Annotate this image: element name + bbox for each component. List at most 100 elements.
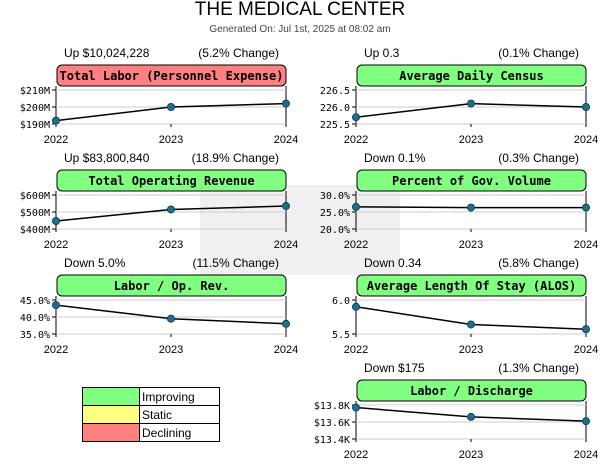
y-tick-label: $600M: [20, 191, 50, 202]
summary-change-text: Down $175: [364, 361, 425, 375]
chart-header-box: [356, 64, 587, 87]
generated-timestamp: Generated On: Jul 1st, 2025 at 08:02 am: [209, 24, 391, 35]
legend-label-static: Static: [139, 405, 220, 424]
chart-title: Labor / Op. Rev.: [114, 279, 230, 293]
chart-header-box: [56, 169, 287, 192]
y-tick-label: 35.0%: [20, 330, 50, 341]
y-tick-label: $13.8K: [314, 401, 350, 412]
data-point: [581, 325, 590, 334]
x-tick-label: 2022: [344, 239, 368, 251]
chart-header-box: [356, 169, 587, 192]
chart-title: Average Daily Census: [399, 69, 544, 83]
data-point: [466, 320, 475, 329]
chart-header-box: [356, 379, 587, 402]
data-point: [352, 403, 361, 412]
data-point: [352, 302, 361, 311]
x-tick-label: 2022: [344, 134, 368, 146]
data-point: [281, 319, 290, 328]
x-tick-label: 2022: [44, 239, 68, 251]
legend: Improving Static Declining: [82, 387, 220, 442]
x-tick-label: 2023: [459, 344, 483, 356]
y-tick-label: 25.0%: [320, 208, 350, 219]
data-point: [581, 203, 590, 212]
legend-row-static: Static: [82, 405, 220, 424]
chart-header-box: [356, 274, 587, 297]
chart-panel-3: Up $83,800,840 (18.9% Change) Total Operat…: [20, 151, 298, 251]
legend-swatch-declining: [82, 423, 140, 442]
y-tick-label: 30.0%: [320, 191, 350, 202]
summary-percent-text: (18.9% Change): [192, 151, 279, 165]
summary-change-text: Up $10,024,228: [64, 46, 150, 60]
chart-panel-2: Up 0.3 (0.1% Change) Average Daily Census 2…: [320, 46, 598, 146]
y-tick-label: $13.4K: [314, 435, 350, 446]
x-tick-label: 2024: [574, 134, 598, 146]
x-tick-label: 2023: [159, 239, 183, 251]
data-point: [166, 205, 175, 214]
data-point: [166, 314, 175, 323]
summary-change-text: Up $83,800,840: [64, 151, 150, 165]
x-tick-label: 2023: [459, 134, 483, 146]
data-point: [466, 412, 475, 421]
data-point: [352, 113, 361, 122]
summary-percent-text: (5.2% Change): [198, 46, 279, 60]
legend-label-improving: Improving: [139, 387, 220, 406]
x-tick-label: 2023: [159, 134, 183, 146]
y-tick-label: $190M: [20, 120, 50, 131]
watermark-logo-icon: [200, 185, 400, 275]
chart-title: Total Labor (Personnel Expense): [60, 69, 284, 83]
data-point: [581, 103, 590, 112]
legend-row-declining: Declining: [82, 423, 220, 442]
legend-swatch-static: [82, 405, 140, 424]
summary-change-text: Down 5.0%: [64, 256, 126, 270]
data-point: [466, 203, 475, 212]
chart-panel-1: Up $10,024,228 (5.2% Change) Total Labor (…: [20, 46, 298, 146]
data-point: [581, 417, 590, 426]
chart-header-box: [56, 64, 287, 87]
x-tick-label: 2023: [459, 449, 483, 461]
data-point: [466, 99, 475, 108]
data-point: [281, 202, 290, 211]
chart-title: Average Length Of Stay (ALOS): [367, 279, 577, 293]
legend-swatch-improving: [82, 387, 140, 406]
summary-percent-text: (11.5% Change): [193, 256, 280, 270]
y-tick-label: 20.0%: [320, 225, 350, 236]
y-tick-label: 226.5: [320, 86, 350, 97]
data-point: [52, 116, 61, 125]
x-tick-label: 2022: [344, 344, 368, 356]
page-title: THE MEDICAL CENTER: [194, 0, 406, 20]
y-tick-label: 40.0%: [20, 313, 50, 324]
y-tick-label: $210M: [20, 86, 50, 97]
data-point: [281, 99, 290, 108]
chart-title: Labor / Discharge: [410, 384, 533, 398]
x-tick-label: 2024: [574, 449, 598, 461]
x-tick-label: 2024: [274, 134, 298, 146]
summary-change-text: Up 0.3: [364, 46, 400, 60]
y-tick-label: $13.6K: [314, 418, 350, 429]
summary-change-text: Down 0.1%: [364, 151, 426, 165]
watermark: [190, 180, 410, 280]
x-tick-label: 2024: [274, 239, 298, 251]
legend-label-declining: Declining: [139, 423, 220, 442]
chart-panel-4: Down 0.1% (0.3% Change) Percent of Gov. Vo…: [320, 151, 598, 251]
legend-row-improving: Improving: [82, 387, 220, 406]
y-tick-label: $500M: [20, 208, 50, 219]
data-point: [166, 103, 175, 112]
chart-panel-5: Down 5.0% (11.5% Change) Labor / Op. Rev. 3…: [20, 256, 298, 356]
y-tick-label: 225.5: [320, 120, 350, 131]
y-tick-label: $400M: [20, 225, 50, 236]
summary-percent-text: (0.1% Change): [498, 46, 579, 60]
summary-percent-text: (1.3% Change): [498, 361, 579, 375]
x-tick-label: 2024: [574, 239, 598, 251]
x-tick-label: 2024: [574, 344, 598, 356]
y-tick-label: 6.0: [332, 296, 350, 307]
y-tick-label: $200M: [20, 103, 50, 114]
chart-panel-6: Down 0.34 (5.8% Change) Average Length Of …: [332, 256, 598, 356]
data-point: [52, 301, 61, 310]
chart-header-box: [56, 274, 287, 297]
summary-percent-text: (0.3% Change): [498, 151, 579, 165]
x-tick-label: 2024: [274, 344, 298, 356]
y-tick-label: 226.0: [320, 103, 350, 114]
y-tick-label: 5.5: [332, 330, 350, 341]
y-tick-label: 45.0%: [20, 296, 50, 307]
x-tick-label: 2023: [459, 239, 483, 251]
